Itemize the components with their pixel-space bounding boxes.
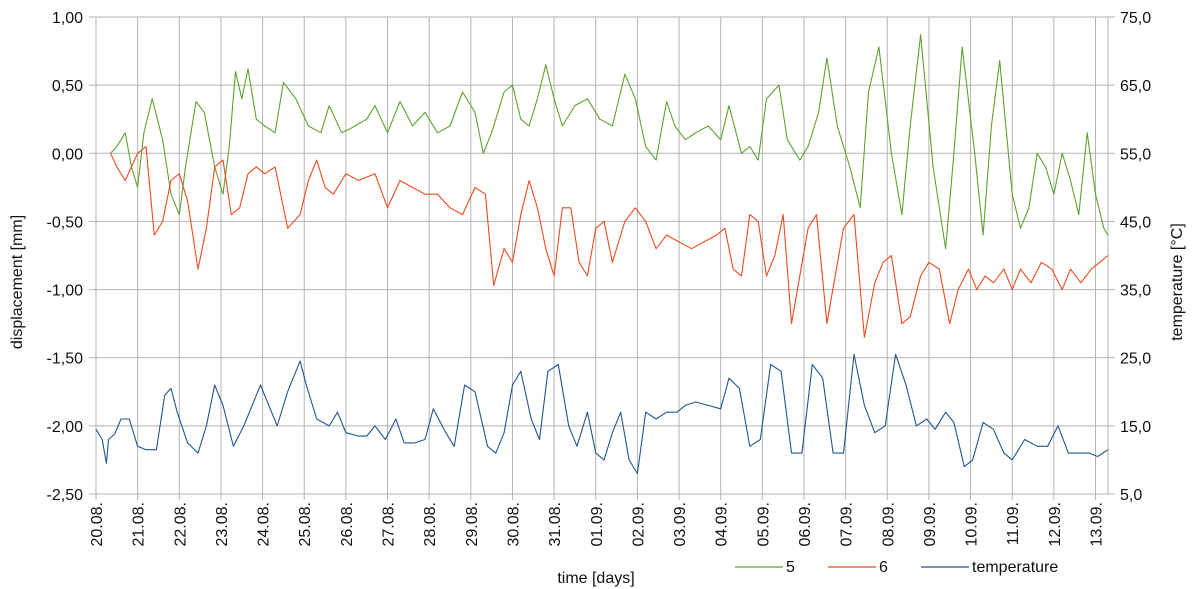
y-left-tick-labels: 1,00 0,50 0,00 -0,50 -1,00 -1,50 -2,00 -2,50 <box>47 10 96 504</box>
y-left-tick-label: -2,00 <box>47 419 84 436</box>
y-right-tick-label: 55,0 <box>1120 146 1151 163</box>
plot-frame <box>95 16 1109 495</box>
x-tick-label: 03.09. <box>672 502 689 546</box>
x-tick-label: 13.09. <box>1089 502 1106 546</box>
series-layer <box>95 34 1109 475</box>
x-axis-label: time [days] <box>557 570 634 587</box>
series-line-temperature <box>95 353 1109 475</box>
legend-label-temperature: temperature <box>972 559 1058 576</box>
x-tick-label: 08.09. <box>880 502 897 546</box>
x-tick-label: 09.09. <box>922 502 939 546</box>
y-right-tick-label: 75,0 <box>1120 10 1151 27</box>
series-line-6 <box>110 145 1109 338</box>
x-tick-label: 21.08. <box>131 502 148 546</box>
legend-label-6: 6 <box>879 559 888 576</box>
x-tick-label: 12.09. <box>1047 502 1064 546</box>
x-tick-label: 26.08. <box>339 502 356 546</box>
y-left-tick-label: -1,00 <box>47 283 84 300</box>
x-tick-label: 22.08. <box>172 502 189 546</box>
x-tick-label: 28.08. <box>422 502 439 546</box>
x-tick-label: 01.09. <box>589 502 606 546</box>
y-left-tick-label: -2,50 <box>47 487 84 504</box>
x-tick-label: 07.09. <box>839 502 856 546</box>
x-tick-label: 30.08. <box>505 502 522 546</box>
x-tick-label: 02.09. <box>630 502 647 546</box>
x-tick-label: 24.08. <box>256 502 273 546</box>
y-left-tick-label: 0,50 <box>52 78 83 95</box>
x-tick-label: 10.09. <box>964 502 981 546</box>
y-left-tick-label: 0,00 <box>52 146 83 163</box>
x-tick-label: 20.08. <box>89 502 106 546</box>
y-right-tick-labels: 75,0 65,0 55,0 45,0 35,0 25,0 15,0 5,0 <box>1108 10 1151 504</box>
series-line-5 <box>110 34 1109 250</box>
y-left-tick-label: -1,50 <box>47 351 84 368</box>
x-tick-labels: 20.08. 21.08. 22.08. 23.08. 24.08. 25.08. 26.0… <box>89 494 1106 546</box>
y-left-tick-label: -0,50 <box>47 214 84 231</box>
x-tick-label: 31.08. <box>547 502 564 546</box>
x-tick-label: 05.09. <box>755 502 772 546</box>
plot-area-border <box>95 16 1109 495</box>
x-tick-label: 06.09. <box>797 502 814 546</box>
y-left-tick-label: 1,00 <box>52 10 83 27</box>
x-tick-label: 27.08. <box>381 502 398 546</box>
y-right-tick-label: 15,0 <box>1120 419 1151 436</box>
y-left-axis-label: displacement [mm] <box>9 215 26 349</box>
x-tick-label: 29.08. <box>464 502 481 546</box>
legend: 5 6 temperature <box>735 559 1058 576</box>
grid <box>95 16 1108 495</box>
y-right-tick-label: 65,0 <box>1120 78 1151 95</box>
legend-label-5: 5 <box>786 559 795 576</box>
x-tick-label: 11.09. <box>1005 502 1022 545</box>
x-tick-label: 23.08. <box>214 502 231 546</box>
y-right-tick-label: 35,0 <box>1120 283 1151 300</box>
y-right-tick-label: 5,0 <box>1120 487 1142 504</box>
x-tick-label: 25.08. <box>297 502 314 546</box>
y-right-tick-label: 45,0 <box>1120 214 1151 231</box>
y-right-tick-label: 25,0 <box>1120 351 1151 368</box>
y-right-axis-label: temperature [°C] <box>1169 223 1186 341</box>
x-tick-label: 04.09. <box>714 502 731 546</box>
